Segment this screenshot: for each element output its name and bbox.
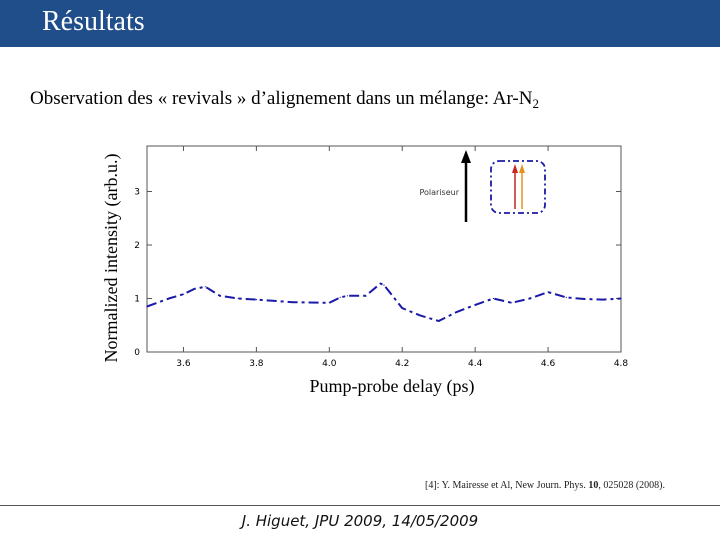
orange-arrow-head	[519, 164, 525, 173]
data-point	[346, 295, 349, 297]
data-point	[401, 307, 403, 309]
data-point	[474, 304, 476, 306]
data-point	[379, 282, 381, 285]
data-point	[529, 297, 531, 300]
data-point	[547, 291, 549, 293]
slide-title: Résultats	[42, 6, 145, 37]
data-point	[237, 297, 239, 300]
red-arrow-head	[512, 164, 518, 173]
x-tick-label: 4.6	[541, 359, 556, 369]
citation-suffix: , 025028 (2008).	[598, 480, 665, 491]
data-point	[438, 320, 440, 322]
x-tick-label: 4.4	[468, 359, 483, 369]
subtitle-subscript: 2	[532, 96, 539, 111]
data-point	[419, 315, 422, 317]
citation: [4]: Y. Mairesse et Al, New Journ. Phys.…	[425, 480, 665, 491]
polarizer-arrow-head	[461, 150, 471, 163]
y-tick-label: 3	[134, 187, 140, 197]
data-point	[255, 299, 257, 301]
y-tick-label: 1	[134, 294, 140, 304]
y-tick-label: 0	[134, 348, 140, 358]
x-tick-label: 4.2	[395, 359, 409, 369]
chart-frame	[146, 145, 622, 353]
data-point	[383, 284, 385, 286]
citation-volume: 10	[588, 480, 599, 491]
slide-subtitle: Observation des « revivals » d’alignemen…	[30, 88, 539, 112]
plot-area-border	[146, 145, 622, 353]
data-point	[193, 288, 195, 290]
data-point	[583, 298, 586, 300]
x-tick-label: 4.8	[614, 359, 629, 369]
data-point	[511, 302, 513, 304]
title-bar: Résultats	[0, 0, 720, 47]
footer: J. Higuet, JPU 2009, 14/05/2009	[241, 512, 479, 530]
inset-dashed-box	[490, 160, 546, 214]
data-point	[620, 297, 622, 300]
x-tick-label: 3.8	[249, 359, 264, 369]
data-point	[182, 293, 185, 295]
subtitle-text: Observation des « revivals » d’alignemen…	[30, 88, 533, 109]
polarizer-label: Polariseur	[419, 188, 459, 197]
data-point	[328, 302, 330, 304]
x-tick-label: 4.0	[322, 359, 337, 369]
data-point	[292, 301, 294, 303]
footer-divider	[0, 505, 720, 506]
data-point	[456, 311, 458, 313]
series-line	[146, 282, 622, 322]
chart-series	[146, 282, 622, 322]
line-chart: 3.6 3.8 4.0 4.2 4.4 4.6 4.8 0 1 2 3 Pump-probe del…	[101, 145, 628, 397]
x-tick-label: 3.6	[176, 359, 191, 369]
y-axis-label: Normalized intensity (arb.u.)	[101, 154, 122, 363]
data-point	[219, 295, 221, 297]
polarizer-inset: Polariseur	[419, 150, 546, 222]
data-point	[365, 295, 367, 297]
data-point	[602, 299, 604, 301]
data-point	[204, 286, 206, 288]
data-point	[146, 305, 148, 308]
y-tick-label: 2	[134, 241, 140, 251]
data-point	[565, 296, 567, 298]
x-axis-label: Pump-probe delay (ps)	[310, 376, 475, 397]
data-point	[339, 296, 341, 298]
chart-ticks: 3.6 3.8 4.0 4.2 4.4 4.6 4.8 0 1 2 3	[134, 146, 628, 369]
data-point	[492, 297, 494, 300]
citation-prefix: [4]: Y. Mairesse et Al, New Journ. Phys.	[425, 480, 589, 491]
data-point	[168, 297, 170, 300]
